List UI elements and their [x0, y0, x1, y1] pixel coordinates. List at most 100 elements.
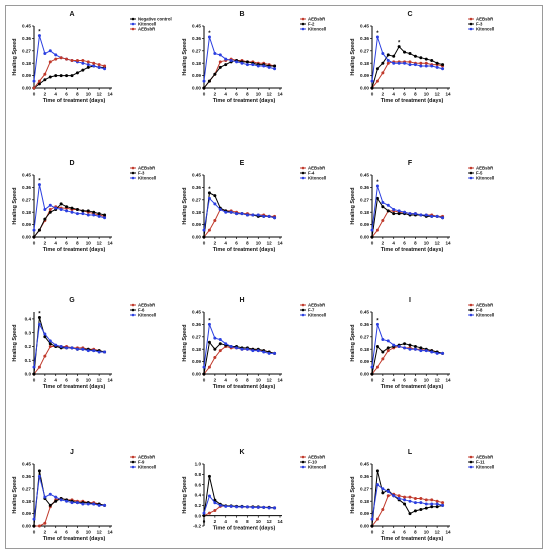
x-tick-label: 4 [54, 241, 57, 246]
x-tick-label: 8 [76, 530, 79, 535]
x-tick-label: 12 [267, 519, 273, 524]
data-point [202, 365, 206, 369]
data-point [397, 212, 401, 216]
legend-entry: AEBsbR [476, 455, 494, 460]
data-point [103, 350, 107, 354]
data-point [92, 61, 96, 65]
data-point [419, 61, 423, 65]
data-point [413, 501, 417, 505]
data-point [370, 372, 374, 376]
data-point [70, 74, 74, 78]
data-point [65, 74, 69, 78]
data-point [48, 60, 52, 64]
legend-entry: AEBsbR [138, 166, 156, 171]
data-point [48, 49, 52, 53]
data-point [103, 503, 107, 507]
data-point [54, 343, 58, 347]
legend-swatch-marker [469, 176, 473, 180]
legend-swatch-marker [131, 303, 135, 307]
data-point [235, 346, 239, 350]
data-point [43, 354, 47, 358]
y-tick-label: -0.2 [193, 524, 201, 529]
y-tick-label: 1.0 [195, 462, 202, 467]
data-point [207, 511, 211, 515]
data-point [245, 63, 249, 67]
data-point [251, 213, 255, 217]
y-tick-label: 0.36 [360, 185, 369, 190]
series-line [33, 65, 105, 89]
legend-entry: F-5 [476, 171, 483, 176]
y-tick-label: 0.00 [360, 372, 369, 377]
y-axis-title: Healing Speed [12, 38, 18, 75]
data-point [70, 210, 74, 214]
data-point [213, 347, 217, 351]
data-point [424, 213, 428, 217]
data-point [375, 483, 379, 487]
legend-swatch-marker [469, 455, 473, 459]
legend-swatch-marker [301, 465, 305, 469]
x-tick-label: 14 [107, 378, 113, 383]
data-point [48, 342, 52, 346]
data-point [251, 349, 255, 353]
y-axis-title: Healing Speed [350, 476, 356, 513]
data-point [419, 64, 423, 68]
data-point [213, 509, 217, 512]
y-tick-label: 0.00 [192, 372, 201, 377]
data-point [48, 344, 52, 348]
data-point [37, 469, 41, 473]
x-tick-label: 8 [76, 92, 79, 97]
x-tick-label: 12 [97, 530, 103, 535]
data-point [419, 213, 423, 217]
chart-panel-h: H 0.00 0.09 0.18 0.27 0.36 0.45 0 2 4 6 8 10 12 14Time… [182, 297, 326, 390]
data-point [202, 86, 206, 90]
legend-entry: Kitoncell [308, 465, 326, 470]
data-point [86, 65, 90, 69]
legend-swatch-marker [131, 313, 135, 317]
data-point [207, 322, 211, 326]
data-point [213, 72, 217, 76]
y-tick-label: 0.27 [22, 486, 31, 491]
legend-entry: AEBsbR [138, 27, 156, 32]
data-point [213, 52, 217, 56]
data-point [81, 61, 85, 65]
data-point [48, 203, 52, 207]
data-point [81, 502, 85, 506]
y-tick-label: 0.45 [22, 24, 31, 29]
data-point [202, 511, 206, 515]
data-point [381, 491, 385, 495]
data-point [213, 218, 217, 222]
legend-entry: F-3 [138, 171, 145, 176]
data-point [43, 495, 47, 499]
data-point [65, 209, 69, 213]
data-point [43, 332, 47, 336]
data-point [245, 505, 249, 509]
x-tick-label: 0 [203, 92, 206, 97]
data-point [262, 350, 266, 354]
data-point [213, 498, 217, 502]
data-point [413, 344, 417, 348]
x-tick-label: 2 [44, 92, 47, 97]
data-point [245, 60, 249, 64]
legend-entry: Kitoncell [476, 27, 494, 32]
data-point [229, 504, 233, 508]
x-tick-label: 6 [65, 378, 68, 383]
legend-swatch-marker [301, 171, 305, 175]
y-tick-label: 0.36 [192, 322, 201, 327]
data-point [48, 210, 52, 214]
data-point [97, 63, 101, 67]
y-tick-label: 0.18 [360, 347, 369, 352]
data-point [375, 228, 379, 232]
x-tick-label: 10 [424, 530, 430, 535]
data-point [392, 61, 396, 65]
legend-swatch-marker [301, 17, 305, 21]
data-point [59, 344, 63, 348]
data-point [202, 228, 206, 232]
x-tick-label: 6 [65, 530, 68, 535]
data-point [424, 502, 428, 506]
y-tick-label: 0.27 [360, 486, 369, 491]
data-point [267, 214, 271, 218]
figure-frame: A 0.00 0.09 0.18 0.27 0.36 0.45 0 2 4 6 8 10 12 14 Time… [5, 5, 543, 549]
significance-mark: * [38, 312, 41, 318]
data-point [218, 60, 222, 64]
